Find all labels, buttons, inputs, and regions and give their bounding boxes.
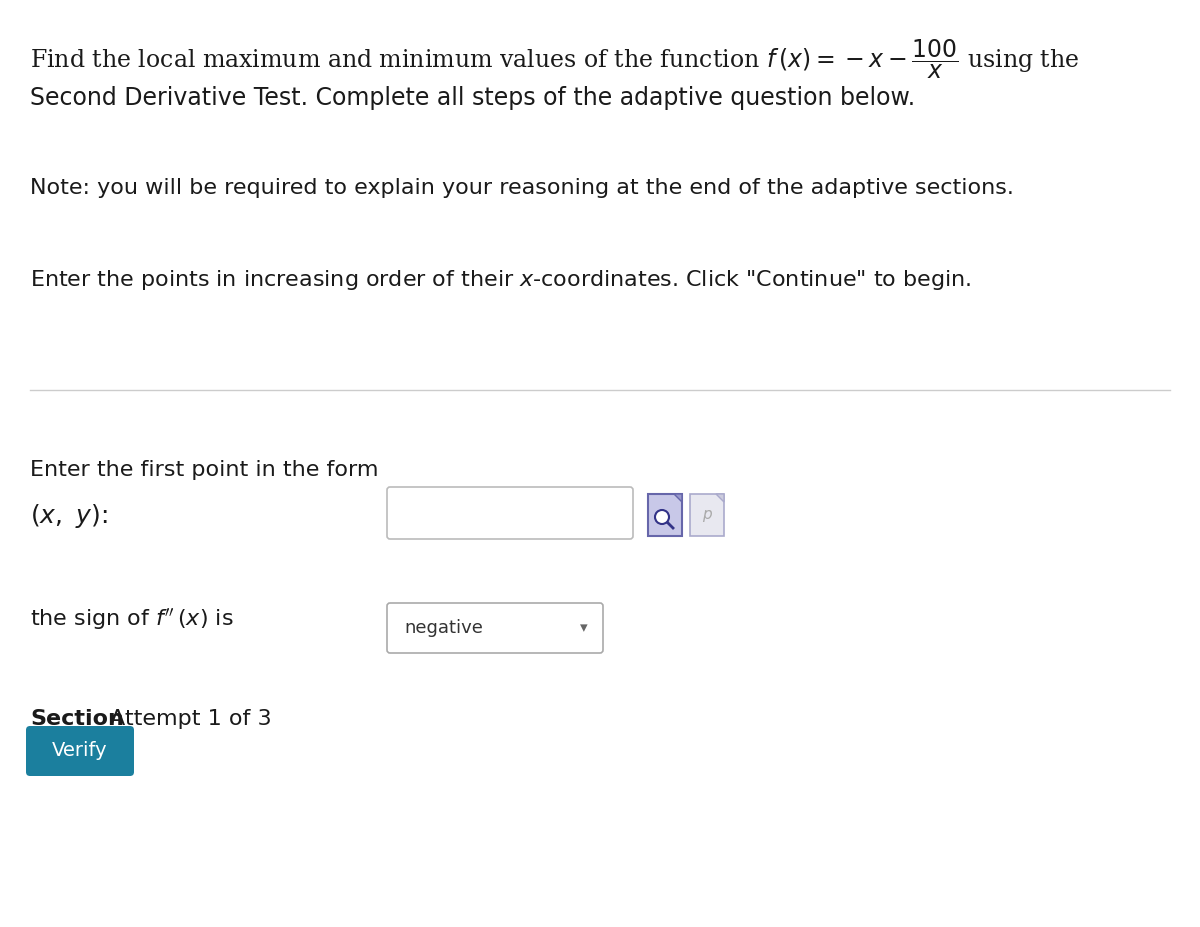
Text: ▾: ▾ <box>580 620 588 636</box>
FancyBboxPatch shape <box>386 603 604 653</box>
Text: the sign of $f''\,(x)$ is: the sign of $f''\,(x)$ is <box>30 607 234 632</box>
FancyBboxPatch shape <box>690 494 724 536</box>
Text: $(x,\ y)$:: $(x,\ y)$: <box>30 502 108 530</box>
Text: Second Derivative Test. Complete all steps of the adaptive question below.: Second Derivative Test. Complete all ste… <box>30 86 916 110</box>
Text: Verify: Verify <box>52 742 108 760</box>
Text: Section: Section <box>30 709 124 729</box>
Text: Enter the first point in the form: Enter the first point in the form <box>30 460 378 480</box>
Circle shape <box>655 510 670 524</box>
FancyBboxPatch shape <box>648 494 682 536</box>
FancyBboxPatch shape <box>26 726 134 776</box>
Text: negative: negative <box>404 619 482 637</box>
Text: Find the local maximum and minimum values of the function $f\,(x) = -x - \dfrac{: Find the local maximum and minimum value… <box>30 38 1080 82</box>
Polygon shape <box>716 494 724 502</box>
FancyBboxPatch shape <box>386 487 634 539</box>
Polygon shape <box>674 494 682 502</box>
Text: p: p <box>702 507 712 523</box>
Text: Attempt 1 of 3: Attempt 1 of 3 <box>110 709 271 729</box>
Text: Enter the points in increasing order of their $x$-coordinates. Click "Continue" : Enter the points in increasing order of … <box>30 268 971 292</box>
Text: Note: you will be required to explain your reasoning at the end of the adaptive : Note: you will be required to explain yo… <box>30 178 1014 198</box>
